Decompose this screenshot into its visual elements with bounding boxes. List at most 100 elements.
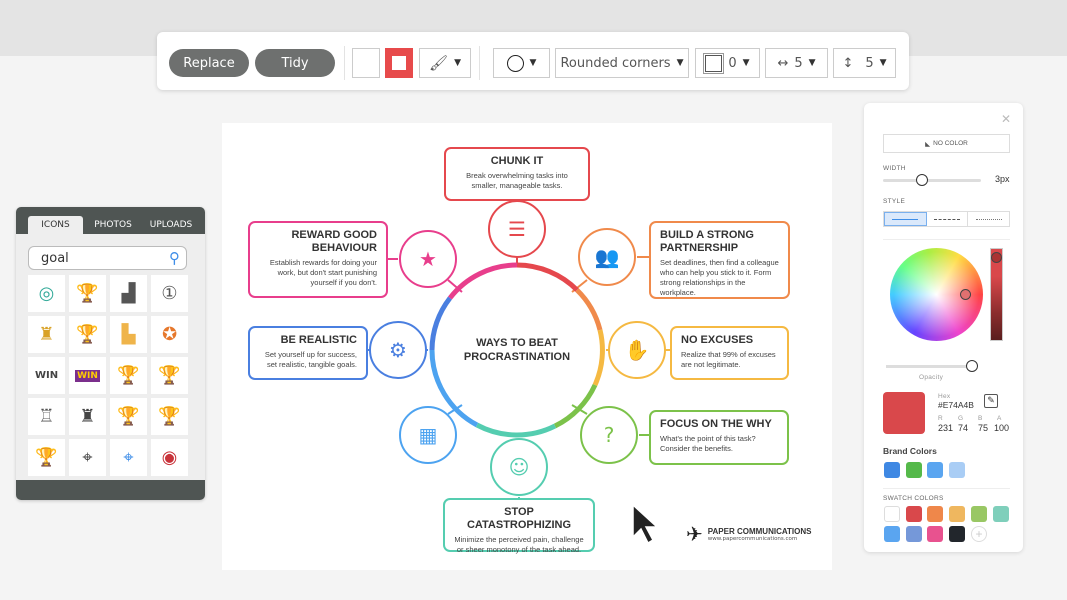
style-dashed[interactable] <box>927 212 969 226</box>
shape-dropdown[interactable]: ▼ <box>493 48 550 78</box>
style-label: STYLE <box>883 198 906 205</box>
chevron-down-icon: ▼ <box>808 58 816 68</box>
horizontal-spacing-dropdown[interactable]: ↔ 5 ▼ <box>765 48 828 78</box>
brand-name: PAPER COMMUNICATIONS <box>707 526 812 536</box>
hand-icon[interactable]: ✋ <box>608 321 666 379</box>
partners-icon[interactable]: 👥 <box>578 228 636 286</box>
trophy-icon[interactable]: 🏆 <box>28 439 65 476</box>
dartboard-icon[interactable]: ◉ <box>151 439 188 476</box>
item-title: FOCUS ON THE WHY <box>660 418 772 430</box>
item-catastrophizing[interactable]: STOP CATASTROPHIZING Minimize the perceiv… <box>443 498 595 554</box>
paint-roller-dropdown[interactable]: 🖌 ▼ <box>419 48 471 78</box>
opacity-slider-handle[interactable] <box>966 360 978 372</box>
corners-dropdown[interactable]: Rounded corners ▼ <box>555 48 689 78</box>
horizontal-arrows-icon: ↔ <box>777 55 789 71</box>
checklist-icon[interactable]: ☰ <box>488 200 546 258</box>
item-no-excuses[interactable]: NO EXCUSES Realize that 99% of excuses ar… <box>670 326 789 380</box>
trophy-icon[interactable]: 🏆 <box>110 357 147 394</box>
style-dotted[interactable] <box>968 212 1009 226</box>
trophy-star-icon[interactable]: ★ <box>399 230 457 288</box>
crosshair-icon[interactable]: ⌖ <box>69 439 106 476</box>
target-icon[interactable]: ◎ <box>28 275 65 312</box>
color-wheel[interactable] <box>890 248 983 341</box>
tab-photos[interactable]: PHOTOS <box>94 220 132 230</box>
chevron-down-icon: ▼ <box>676 58 684 68</box>
fill-color-button[interactable] <box>352 48 380 78</box>
world-cup-icon[interactable]: ♜ <box>28 316 65 353</box>
question-head-icon[interactable]: ? <box>580 406 638 464</box>
replace-button[interactable]: Replace <box>169 49 249 77</box>
swatch[interactable] <box>949 526 965 542</box>
stroke-color-button[interactable] <box>385 48 413 78</box>
eyedropper-icon[interactable]: ✎ <box>984 394 998 408</box>
swatch[interactable] <box>906 506 922 522</box>
color-wheel-handle[interactable] <box>960 289 971 300</box>
trophy-icon[interactable]: 🏆 <box>110 398 147 435</box>
win-badge-icon[interactable]: WIN <box>69 357 106 394</box>
world-cup-icon[interactable]: ♜ <box>69 398 106 435</box>
style-solid[interactable] <box>884 212 927 226</box>
border-value: 0 <box>728 55 737 71</box>
color-podium-icon[interactable]: ▙ <box>110 316 147 353</box>
gold-trophy-icon[interactable]: 🏆 <box>69 275 106 312</box>
swatch[interactable] <box>927 506 943 522</box>
crosshair-blue-icon[interactable]: ⌖ <box>110 439 147 476</box>
gears-icon[interactable]: ⚙ <box>369 321 427 379</box>
calendar-icon[interactable]: ▦ <box>399 406 457 464</box>
swatch[interactable] <box>884 526 900 542</box>
divider <box>344 46 345 80</box>
trophy-icon[interactable]: 🏆 <box>151 357 188 394</box>
border-dropdown[interactable]: 0 ▼ <box>695 48 760 78</box>
award-ribbon-icon[interactable]: ✪ <box>151 316 188 353</box>
brand-logo: ✈ PAPER COMMUNICATIONS www.papercommunica… <box>686 522 811 546</box>
win-siren-icon[interactable]: WIN <box>28 357 65 394</box>
trophy-outline-icon[interactable]: 🏆 <box>151 398 188 435</box>
brand-swatch[interactable] <box>906 462 922 478</box>
close-icon[interactable]: ✕ <box>1000 112 1011 126</box>
brand-swatch[interactable] <box>927 462 943 478</box>
brand-swatch[interactable] <box>949 462 965 478</box>
opacity-slider[interactable] <box>886 360 978 372</box>
gold-cup-icon[interactable]: 🏆 <box>69 316 106 353</box>
swatch[interactable] <box>993 506 1009 522</box>
brand-swatch[interactable] <box>884 462 900 478</box>
item-focus[interactable]: FOCUS ON THE WHY What's the point of this… <box>649 410 789 465</box>
swatch[interactable] <box>971 506 987 522</box>
swatch[interactable] <box>906 526 922 542</box>
width-slider[interactable] <box>883 174 981 186</box>
panel-footer <box>16 480 205 500</box>
ring-segment <box>429 296 452 351</box>
swatch[interactable] <box>949 506 965 522</box>
item-title: NO EXCUSES <box>681 334 754 346</box>
hex-value[interactable]: #E74A4B <box>938 400 974 410</box>
icon-search-input[interactable]: goal ⚲ <box>28 246 187 270</box>
item-reward[interactable]: REWARD GOOD BEHAVIOUR Establish rewards f… <box>248 221 388 298</box>
item-chunk-it[interactable]: CHUNK IT Break overwhelming tasks into sm… <box>444 147 590 201</box>
width-slider-handle[interactable] <box>916 174 928 186</box>
divider <box>883 488 1010 489</box>
infographic-center-title[interactable]: WAYS TO BEAT PROCRASTINATION <box>463 337 571 363</box>
no-color-button[interactable]: ◣ NO COLOR <box>883 134 1010 153</box>
add-swatch-icon[interactable]: + <box>971 526 987 542</box>
medal-icon[interactable]: ① <box>151 275 188 312</box>
vertical-spacing-dropdown[interactable]: ↕ 5 ▼ <box>833 48 896 78</box>
shade-slider[interactable] <box>990 248 1003 341</box>
tidy-button[interactable]: Tidy <box>255 49 335 77</box>
item-partnership[interactable]: BUILD A STRONG PARTNERSHIP Set deadlines,… <box>649 221 790 299</box>
ring-segment <box>429 349 479 428</box>
shade-slider-handle[interactable] <box>991 252 1002 263</box>
world-cup-outline-icon[interactable]: ♖ <box>28 398 65 435</box>
podium-icon[interactable]: ▟ <box>110 275 147 312</box>
item-title: REWARD GOOD BEHAVIOUR <box>291 229 377 254</box>
r-value[interactable]: 231 <box>938 423 954 433</box>
swatch[interactable] <box>884 506 900 522</box>
g-value[interactable]: 74 <box>958 423 969 433</box>
search-icon[interactable]: ⚲ <box>169 249 180 267</box>
item-be-realistic[interactable]: BE REALISTIC Set yourself up for success,… <box>248 326 368 380</box>
a-value[interactable]: 100 <box>994 423 1010 433</box>
b-value[interactable]: 75 <box>978 423 989 433</box>
tab-uploads[interactable]: UPLOADS <box>149 220 193 230</box>
face-palm-icon[interactable]: ☺ <box>490 438 548 496</box>
swatch[interactable] <box>927 526 943 542</box>
tab-icons[interactable]: ICONS <box>28 216 83 234</box>
